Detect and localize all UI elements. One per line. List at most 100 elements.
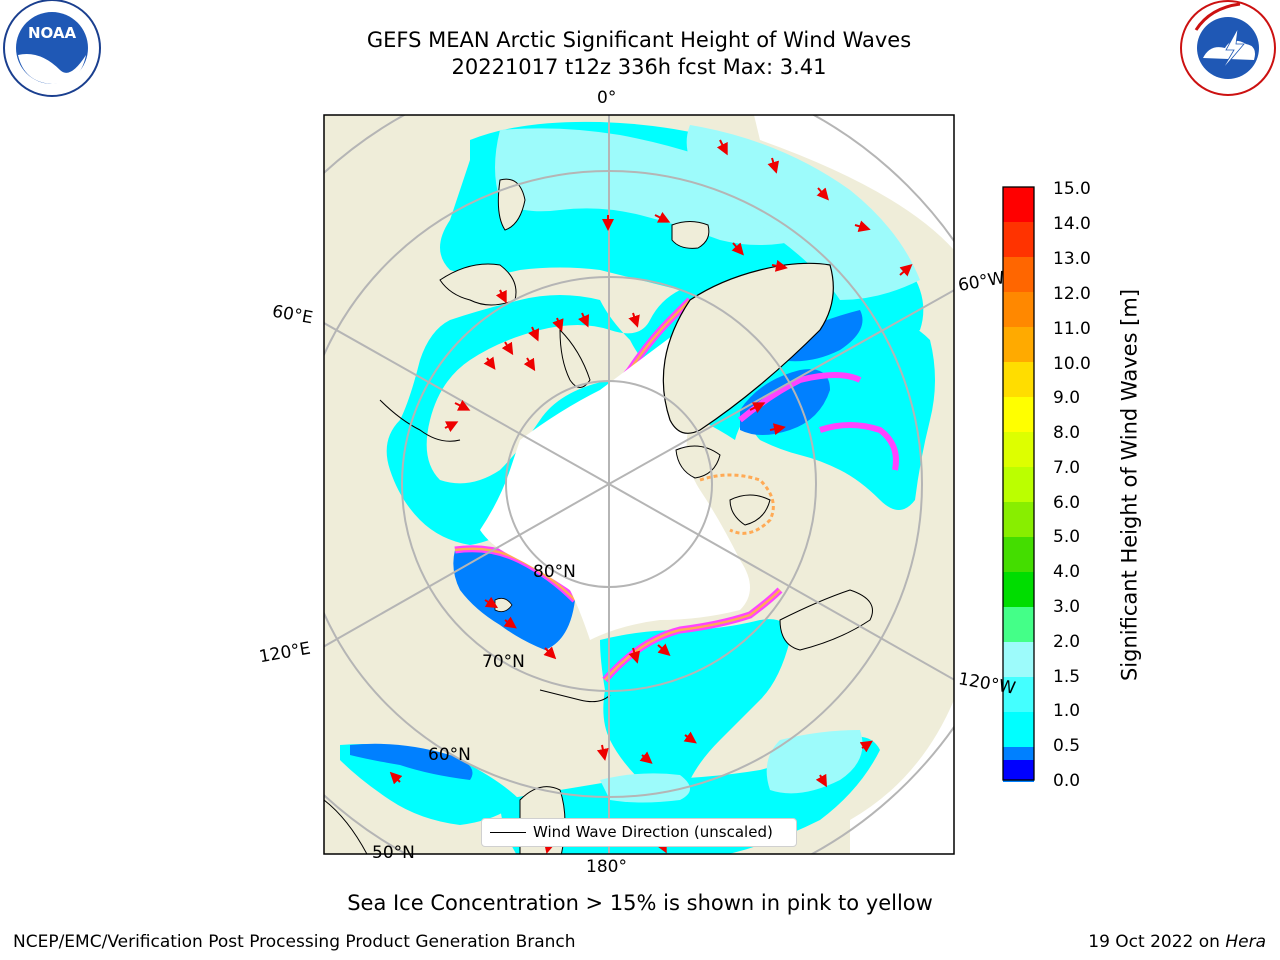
wind-arrow — [528, 326, 540, 342]
colorbar-tick: 11.0 — [1053, 319, 1091, 339]
legend-entry: Wind Wave Direction (unscaled) — [533, 823, 773, 841]
coast-chukotka — [539, 689, 611, 703]
wind-arrow — [501, 341, 514, 356]
colorbar-tick: 12.0 — [1053, 284, 1091, 304]
meridian-60w — [608, 289, 954, 485]
cb-bin — [1003, 712, 1034, 747]
cb-bin — [1003, 327, 1034, 362]
colorbar-tick: 8.0 — [1053, 423, 1081, 443]
cb-bin — [1003, 537, 1034, 572]
coast-siberia-west — [379, 399, 461, 442]
lon-label-180: 180° — [586, 857, 627, 877]
canadian-island-2 — [729, 494, 771, 526]
wind-arrow — [854, 220, 871, 233]
wind-arrow — [683, 731, 697, 744]
cb-bin — [1003, 760, 1034, 780]
ocean-pacific-light — [766, 730, 863, 794]
alaska-north — [779, 589, 873, 651]
wind-arrow — [389, 771, 403, 785]
ocean-lighter-northeast — [686, 125, 920, 300]
wind-arrow — [816, 187, 829, 201]
novaya-zemlya — [559, 328, 591, 388]
wind-arrow — [628, 312, 640, 328]
colorbar-tick: 0.5 — [1053, 736, 1081, 756]
iceland-region — [497, 178, 526, 231]
wind-arrow — [578, 312, 590, 328]
colorbar-tick: 3.0 — [1053, 597, 1081, 617]
lat-label-60n: 60°N — [428, 745, 471, 765]
nws-logo — [1180, 0, 1276, 96]
colorbar-tick: 13.0 — [1053, 249, 1091, 269]
legend-line-swatch — [490, 832, 526, 833]
colorbar-tick: 9.0 — [1053, 388, 1081, 408]
colorbar-tick: 7.0 — [1053, 458, 1081, 478]
colorbar-tick: 1.5 — [1053, 667, 1081, 687]
wind-arrow — [767, 157, 780, 174]
lat-label-50n: 50°N — [372, 843, 415, 863]
ocean-baffin-dark — [740, 369, 830, 435]
map-border — [323, 114, 955, 855]
footer-host: Hera — [1225, 932, 1266, 952]
outside-domain-top — [754, 115, 954, 250]
cb-bin — [1003, 572, 1034, 607]
colorbar-tick: 14.0 — [1053, 214, 1091, 234]
noaa-logo-text: NOAA — [28, 24, 77, 42]
wind-arrow — [859, 740, 873, 753]
ice-archipelago — [699, 473, 775, 535]
cb-bin — [1003, 397, 1034, 432]
colorbar-tick: 1.0 — [1053, 701, 1081, 721]
wind-arrow — [596, 744, 609, 761]
wind-arrow — [444, 421, 459, 433]
map-subtitle: 20221017 t12z 336h fcst Max: 3.41 — [451, 55, 827, 79]
cb-bin — [1003, 432, 1034, 467]
wind-arrow — [454, 399, 471, 411]
colorbar-tick: 5.0 — [1053, 527, 1081, 547]
lat-label-70n: 70°N — [482, 652, 525, 672]
wind-arrow — [769, 423, 786, 436]
wind-arrow — [899, 264, 913, 277]
colorbar-border — [1002, 186, 1035, 781]
colorbar-label: Significant Height of Wind Waves [m] — [1117, 288, 1142, 682]
sea-ice-caption: Sea Ice Concentration > 15% is shown in … — [347, 891, 933, 915]
wind-arrow — [771, 259, 788, 272]
colorbar-tick: 0.0 — [1053, 771, 1081, 791]
colorbar-tick: 4.0 — [1053, 562, 1081, 582]
meridian-120w — [608, 483, 954, 681]
cb-bin — [1003, 502, 1034, 537]
wind-arrow — [552, 317, 564, 332]
cb-bin — [1003, 362, 1034, 397]
colorbar — [1002, 186, 1035, 782]
svalbard-island — [671, 221, 710, 249]
ocean-bering — [600, 619, 790, 785]
colorbar-tick: 15.0 — [1053, 179, 1091, 199]
lon-label-0: 0° — [597, 88, 617, 108]
meridian-60e — [324, 321, 610, 485]
colorbar-tick: 6.0 — [1053, 493, 1081, 513]
ocean-lighter-north — [495, 128, 800, 245]
cb-bin — [1003, 292, 1034, 327]
footer-credit: NCEP/EMC/Verification Post Processing Pr… — [13, 932, 576, 952]
colorbar-tick: 2.0 — [1053, 632, 1081, 652]
meridian-120e — [324, 483, 610, 648]
wind-arrow — [484, 596, 499, 609]
cb-bin — [1003, 257, 1034, 292]
map-legend: Wind Wave Direction (unscaled) — [481, 818, 797, 847]
wind-arrow — [543, 646, 557, 660]
cb-bin — [1003, 187, 1034, 222]
wind-arrow — [503, 616, 517, 629]
wind-arrow — [639, 751, 653, 764]
siberian-island — [494, 597, 513, 613]
colorbar-tick: 10.0 — [1053, 354, 1091, 374]
wind-arrow — [749, 402, 766, 414]
wind-arrow — [815, 773, 827, 788]
ocean-okhotsk — [340, 744, 520, 825]
footer-date: 19 Oct 2022 on Hera — [1088, 932, 1266, 952]
wind-arrow — [495, 289, 507, 304]
lat-label-80n: 80°N — [533, 562, 576, 582]
wind-arrow — [628, 647, 641, 664]
outside-domain-bottom — [850, 700, 954, 854]
wind-arrow — [716, 139, 728, 156]
wind-arrow — [654, 211, 671, 223]
japan-region — [324, 799, 368, 854]
